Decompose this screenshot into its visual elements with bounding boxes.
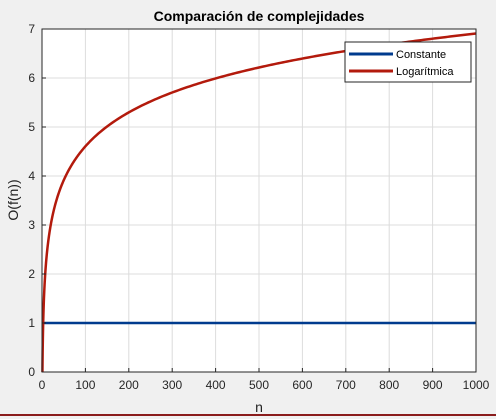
y-axis-label: O(f(n))	[5, 179, 21, 220]
y-tick-label: 1	[28, 316, 35, 330]
x-tick-label: 100	[75, 378, 95, 392]
chart-title: Comparación de complejidades	[154, 8, 365, 24]
y-tick-label: 2	[28, 267, 35, 281]
x-tick-label: 400	[206, 378, 226, 392]
y-tick-label: 5	[28, 120, 35, 134]
x-tick-label: 200	[119, 378, 139, 392]
y-tick-label: 7	[28, 22, 35, 36]
x-tick-label: 600	[292, 378, 312, 392]
ticks: 0 100 200 300 400 500 600 700 800 900 1000 0 1 2 3 4 5 6 7	[28, 22, 489, 392]
x-tick-label: 500	[249, 378, 269, 392]
legend-box	[344, 41, 472, 83]
y-tick-label: 0	[28, 365, 35, 379]
y-tick-label: 6	[28, 71, 35, 85]
x-tick-label: 900	[423, 378, 443, 392]
x-tick-label: 700	[336, 378, 356, 392]
x-tick-label: 300	[162, 378, 182, 392]
legend-label-constante: Constante	[396, 49, 446, 61]
x-tick-label: 800	[379, 378, 399, 392]
x-tick-label: 1000	[463, 378, 490, 392]
y-tick-label: 4	[28, 169, 35, 183]
window-bottom-rule	[0, 414, 496, 416]
y-tick-label: 3	[28, 218, 35, 232]
x-axis-label: n	[255, 399, 263, 415]
x-tick-label: 0	[39, 378, 46, 392]
legend-label-logaritmica: Logarítmica	[396, 66, 454, 78]
legend: Constante Logarítmica	[344, 41, 472, 83]
